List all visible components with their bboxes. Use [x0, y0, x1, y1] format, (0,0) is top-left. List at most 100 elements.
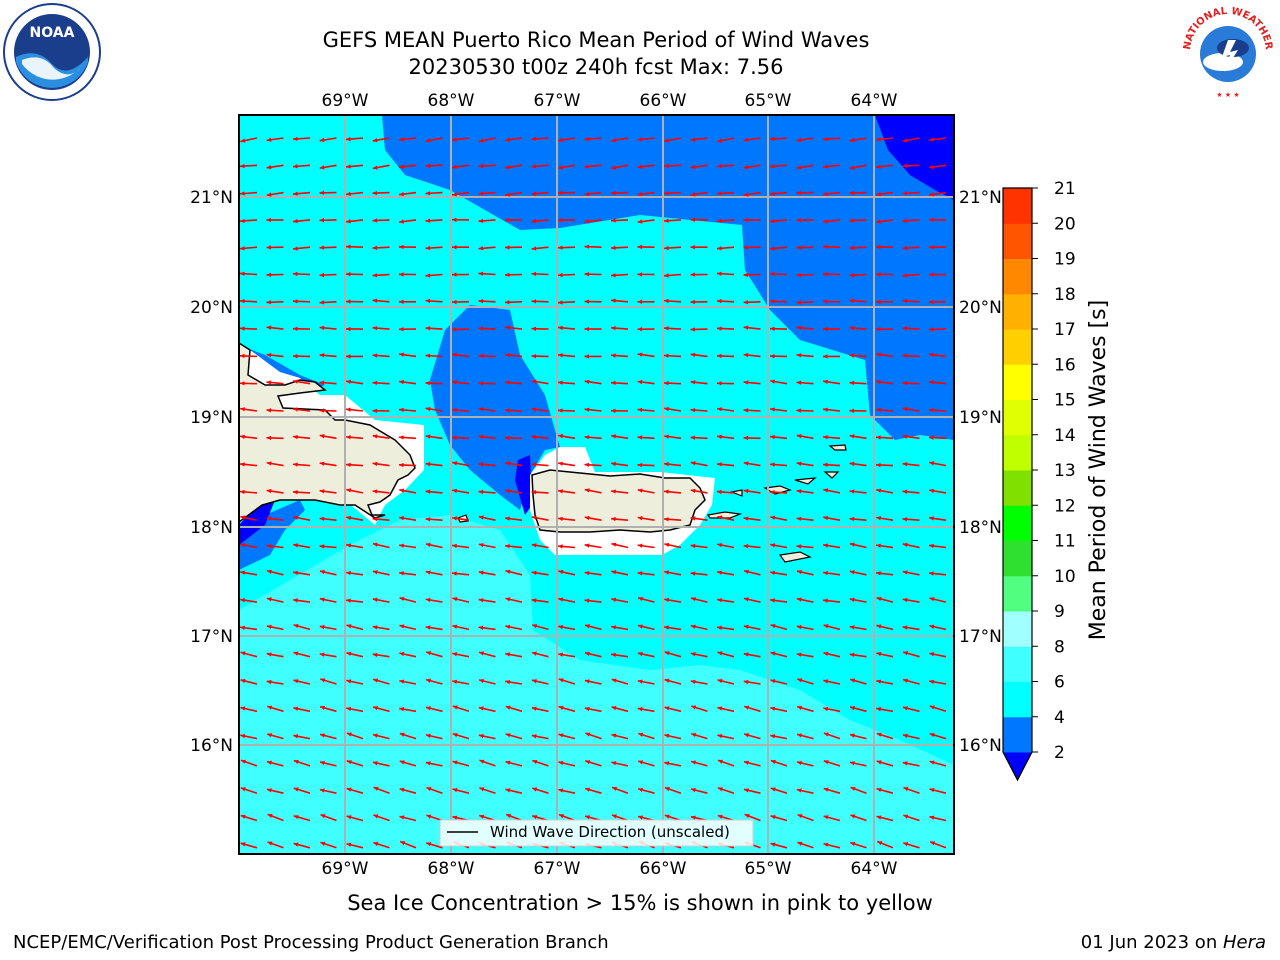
direction-arrow-head — [770, 407, 775, 412]
direction-arrow-head — [770, 354, 775, 359]
direction-arrow-head — [638, 596, 643, 602]
direction-arrow-head — [849, 489, 855, 494]
direction-arrow-head — [585, 732, 591, 737]
direction-arrow-head — [849, 298, 855, 303]
direction-arrow-head — [611, 761, 617, 766]
direction-arrow-head — [319, 544, 325, 549]
direction-arrow-head — [240, 138, 246, 143]
direction-arrow-head — [584, 488, 590, 493]
direction-arrow-head — [637, 435, 643, 440]
direction-arrow-head — [346, 624, 352, 629]
direction-arrow-head — [902, 380, 908, 386]
direction-arrow-head — [717, 706, 723, 711]
direction-arrow-head — [770, 326, 775, 331]
direction-arrow-head — [240, 326, 245, 331]
direction-arrow-head — [452, 788, 458, 793]
colorbar-segment — [1003, 505, 1032, 541]
direction-arrow-head — [558, 569, 564, 575]
direction-arrow-head — [319, 245, 325, 250]
lon-label: 65°W — [745, 859, 792, 879]
direction-arrow-head — [478, 625, 484, 630]
direction-arrow-head — [452, 597, 458, 602]
direction-arrow-head — [426, 678, 431, 683]
direction-arrow-head — [664, 651, 670, 656]
direction-arrow-head — [585, 787, 591, 792]
direction-arrow-head — [505, 705, 511, 710]
direction-arrow-head — [717, 542, 723, 548]
direction-arrow-head — [876, 219, 881, 224]
direction-arrow-head — [876, 732, 882, 737]
direction-arrow-head — [478, 246, 484, 251]
direction-arrow-head — [505, 408, 510, 413]
lat-label: 18°N — [190, 518, 233, 538]
direction-arrow-head — [505, 380, 510, 385]
direction-arrow-head — [372, 245, 378, 251]
lon-label: 67°W — [534, 859, 581, 879]
lon-labels-bottom: 69°W 68°W 67°W 66°W 65°W 64°W — [322, 859, 898, 879]
direction-arrow-head — [690, 516, 696, 521]
direction-arrow-head — [558, 461, 563, 466]
direction-arrow-head — [849, 190, 855, 196]
direction-arrow-head — [902, 406, 908, 412]
direction-arrow-head — [319, 190, 325, 195]
direction-arrow-head — [664, 191, 669, 196]
direction-arrow-head — [823, 488, 829, 493]
direction-arrow-head — [293, 842, 299, 847]
direction-arrow-head — [902, 138, 908, 143]
direction-arrow-head — [531, 434, 537, 440]
direction-arrow-head — [797, 678, 803, 683]
direction-arrow-head — [849, 516, 855, 522]
direction-arrow-head — [611, 165, 617, 170]
colorbar-tick-label: 10 — [1054, 567, 1076, 587]
direction-arrow-head — [717, 326, 722, 331]
direction-arrow-head — [876, 760, 882, 765]
direction-arrow-head — [558, 625, 564, 630]
direction-arrow-head — [717, 462, 722, 467]
direction-arrow-head — [717, 814, 723, 819]
direction-arrow-head — [399, 462, 404, 468]
direction-arrow-head — [320, 733, 325, 738]
direction-arrow-head — [399, 815, 405, 820]
direction-arrow-head — [266, 597, 272, 602]
direction-arrow-head — [637, 244, 643, 250]
direction-arrow-head — [744, 760, 749, 765]
direction-arrow-head — [372, 516, 378, 522]
direction-arrow-head — [319, 461, 325, 466]
direction-arrow-head — [849, 570, 855, 575]
direction-arrow-head — [717, 218, 722, 224]
direction-arrow-head — [902, 273, 908, 278]
direction-arrow-head — [346, 598, 351, 603]
direction-arrow-head — [823, 244, 828, 249]
direction-arrow-head — [585, 815, 590, 820]
direction-arrow-head — [531, 299, 537, 304]
direction-arrow-head — [690, 245, 696, 250]
direction-arrow-head — [849, 461, 855, 467]
direction-arrow-head — [399, 760, 405, 765]
direction-arrow-head — [240, 542, 246, 548]
lon-label: 64°W — [851, 859, 898, 879]
direction-arrow-head — [637, 651, 643, 657]
direction-arrow-head — [505, 164, 510, 170]
direction-arrow-head — [479, 651, 485, 656]
direction-arrow-head — [584, 326, 590, 332]
direction-arrow-head — [664, 489, 669, 494]
direction-arrow-head — [902, 733, 908, 738]
direction-arrow-head — [929, 488, 935, 494]
direction-arrow-head — [637, 272, 643, 277]
direction-arrow-head — [293, 515, 299, 520]
direction-arrow-head — [425, 273, 431, 278]
direction-arrow-head — [478, 542, 484, 548]
direction-arrow-head — [372, 325, 378, 331]
direction-arrow-head — [690, 435, 696, 440]
colorbar-tick-label: 15 — [1054, 391, 1076, 411]
direction-arrow-head — [240, 814, 246, 819]
direction-arrow-head — [346, 488, 352, 493]
direction-arrow-head — [849, 542, 855, 547]
direction-arrow-head — [346, 435, 351, 440]
direction-arrow-head — [823, 354, 828, 359]
direction-arrow-head — [452, 516, 457, 521]
direction-arrow-head — [531, 191, 537, 196]
direction-arrow-head — [770, 218, 775, 224]
direction-arrow-head — [876, 462, 881, 468]
colorbar-segment — [1003, 364, 1032, 400]
